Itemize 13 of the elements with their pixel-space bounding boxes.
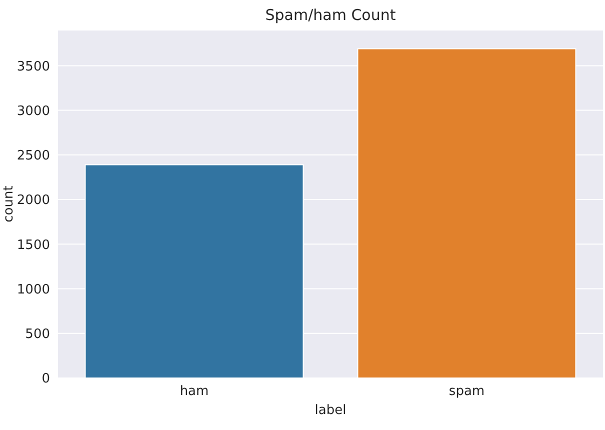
y-tick-label: 0	[42, 372, 50, 387]
y-tick-label: 1500	[16, 238, 50, 253]
chart-title: Spam/ham Count	[264, 6, 397, 24]
y-axis-title: count	[2, 186, 17, 222]
y-tick-label: 2500	[16, 148, 50, 164]
x-tick-label: spam	[448, 384, 485, 400]
x-axis-title: label	[314, 403, 346, 418]
y-tick-label: 3500	[16, 59, 50, 74]
x-tick-label: ham	[180, 384, 209, 400]
y-tick-label: 3000	[16, 104, 50, 119]
y-tick-label: 1000	[16, 282, 50, 298]
y-tick-label: 500	[25, 327, 50, 342]
y-tick-label: 2000	[16, 193, 50, 208]
